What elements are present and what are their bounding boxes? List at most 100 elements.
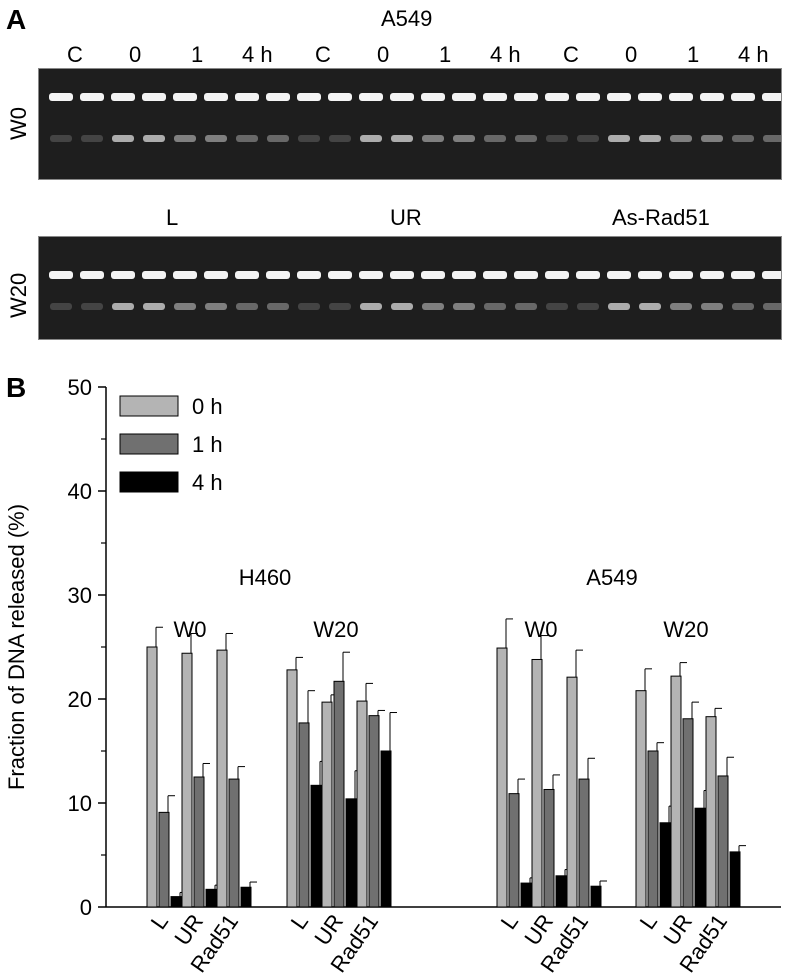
bar: [543, 788, 555, 908]
bar: [670, 675, 682, 908]
gel-band-low: [577, 135, 599, 142]
gel-band-low: [174, 303, 196, 310]
gel-band-low: [329, 135, 351, 142]
gel-band-low: [608, 303, 630, 310]
gel-band-top: [638, 271, 662, 279]
bar: [368, 715, 380, 908]
wash-group-label: W0: [174, 617, 207, 642]
bar: [555, 875, 567, 908]
gel-band-top: [204, 271, 228, 279]
y-tick-label: 20: [68, 687, 92, 712]
bar: [158, 811, 170, 908]
bar: [170, 896, 182, 908]
bar: [380, 750, 392, 908]
gel-band-low: [546, 303, 568, 310]
gel-band-top: [173, 93, 197, 101]
gel-band-top: [545, 271, 569, 279]
gel-band-top: [762, 271, 781, 279]
gel-band-top: [266, 271, 290, 279]
gel-band-low: [360, 135, 382, 142]
gel-band-top: [731, 93, 755, 101]
bar: [345, 798, 357, 908]
lane-label: 4 h: [490, 42, 521, 67]
bar: [705, 716, 717, 908]
gel-band-top: [483, 271, 507, 279]
bar: [321, 701, 333, 908]
gel-band-top: [390, 93, 414, 101]
bar: [520, 882, 532, 908]
bar: [298, 722, 310, 908]
gel-band-top: [297, 271, 321, 279]
gel-band-low: [329, 303, 351, 310]
lane-label: C: [315, 42, 331, 67]
legend-swatch: [119, 433, 179, 455]
gel-band-low: [701, 135, 723, 142]
bar: [729, 851, 741, 908]
gel-band-top: [731, 271, 755, 279]
gel-band-top: [421, 93, 445, 101]
gel-band-top: [80, 93, 104, 101]
bar: [578, 778, 590, 908]
gel-band-top: [80, 271, 104, 279]
gel-bottom-bands: [49, 271, 781, 310]
gel-band-top: [235, 271, 259, 279]
gel-band-low: [763, 135, 781, 142]
gel-band-low: [174, 135, 196, 142]
gel-band-low: [670, 135, 692, 142]
y-tick-label: 30: [68, 583, 92, 608]
gel-band-low: [81, 135, 103, 142]
gel-image-w0: [38, 68, 782, 180]
group-label-as-rad51: As-Rad51: [612, 205, 710, 230]
gel-image-w20: [38, 236, 782, 340]
lane-label: 1: [191, 42, 204, 67]
gel-band-top: [49, 271, 73, 279]
gel-band-top: [111, 93, 135, 101]
gel-band-top: [576, 93, 600, 101]
x-category-label: L: [146, 910, 174, 934]
gel-band-top: [638, 93, 662, 101]
gel-band-top: [235, 93, 259, 101]
gel-band-low: [732, 135, 754, 142]
gel-band-low: [298, 303, 320, 310]
bar: [356, 700, 368, 908]
x-category-label: L: [496, 910, 524, 934]
bar: [659, 822, 671, 908]
lane-label: 0: [129, 42, 142, 67]
gel-band-low: [639, 303, 661, 310]
gel-band-low: [112, 303, 134, 310]
gel-band-low: [143, 303, 165, 310]
gel-band-low: [236, 303, 258, 310]
bar: [694, 807, 706, 908]
lane-label: 0: [625, 42, 638, 67]
gel-band-low: [670, 303, 692, 310]
bar: [566, 676, 578, 908]
wash-group-label: W20: [313, 617, 358, 642]
gel-band-top: [700, 271, 724, 279]
gel-band-top: [266, 93, 290, 101]
lane-label: C: [67, 42, 83, 67]
bar: [496, 647, 508, 908]
bar: [228, 778, 240, 908]
gel-band-top: [49, 93, 73, 101]
lane-label: 1: [439, 42, 452, 67]
gel-top-bands: [49, 93, 781, 142]
gel-band-low: [298, 135, 320, 142]
bar: [286, 669, 298, 908]
gel-band-low: [639, 135, 661, 142]
gel-band-top: [328, 93, 352, 101]
gel-band-low: [515, 303, 537, 310]
legend-swatch: [119, 395, 179, 417]
bar: [146, 646, 158, 908]
gel-band-low: [701, 303, 723, 310]
gel-band-low: [360, 303, 382, 310]
gel-band-low: [112, 135, 134, 142]
x-category-label: L: [635, 910, 663, 934]
gel-band-top: [111, 271, 135, 279]
gel-band-low: [453, 135, 475, 142]
bar: [193, 776, 205, 908]
gel-band-top: [452, 93, 476, 101]
bar: [333, 680, 345, 908]
legend-swatch: [119, 471, 179, 493]
gel-band-top: [297, 93, 321, 101]
cell-line-label: H460: [239, 565, 292, 590]
